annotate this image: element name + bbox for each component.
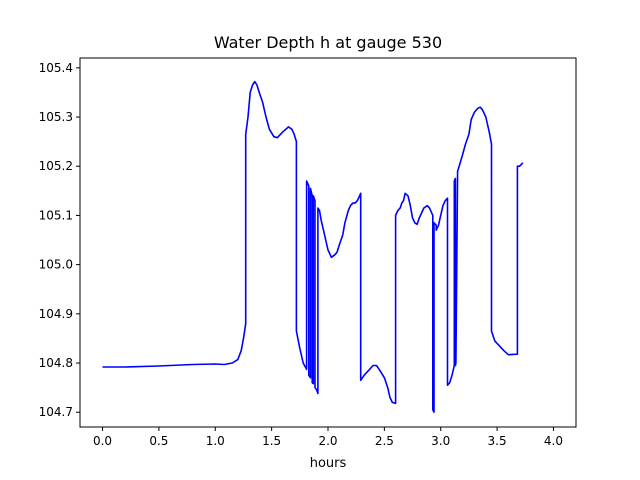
plot-area: [102, 80, 524, 413]
y-tick-label: 105.3: [39, 110, 73, 124]
x-tick-label: 3.0: [431, 434, 450, 448]
x-tick-label: 1.0: [206, 434, 225, 448]
x-axis-label: hours: [310, 456, 347, 471]
x-tick-label: 4.0: [544, 434, 563, 448]
y-tick-label: 105.1: [39, 208, 73, 222]
y-tick-label: 104.8: [39, 356, 73, 370]
y-tick-label: 105.4: [39, 61, 73, 75]
x-tick-label: 3.5: [488, 434, 507, 448]
y-tick-label: 104.7: [39, 405, 73, 419]
y-tick-label: 105.0: [39, 258, 73, 272]
x-axis: 0.0 0.5 1.0 1.5 2.0 2.5 3.0 3.5 4.0: [93, 427, 563, 448]
x-tick-label: 2.0: [318, 434, 337, 448]
x-tick-label: 1.5: [262, 434, 281, 448]
x-tick-label: 0.5: [149, 434, 168, 448]
y-tick-label: 105.2: [39, 159, 73, 173]
water-depth-line: [102, 80, 524, 413]
y-axis: 104.7 104.8 104.9 105.0 105.1 105.2 105.3 105.4: [39, 61, 80, 419]
x-tick-label: 0.0: [93, 434, 112, 448]
x-tick-label: 2.5: [375, 434, 394, 448]
y-tick-label: 104.9: [39, 307, 73, 321]
chart-title: Water Depth h at gauge 530: [214, 33, 442, 52]
